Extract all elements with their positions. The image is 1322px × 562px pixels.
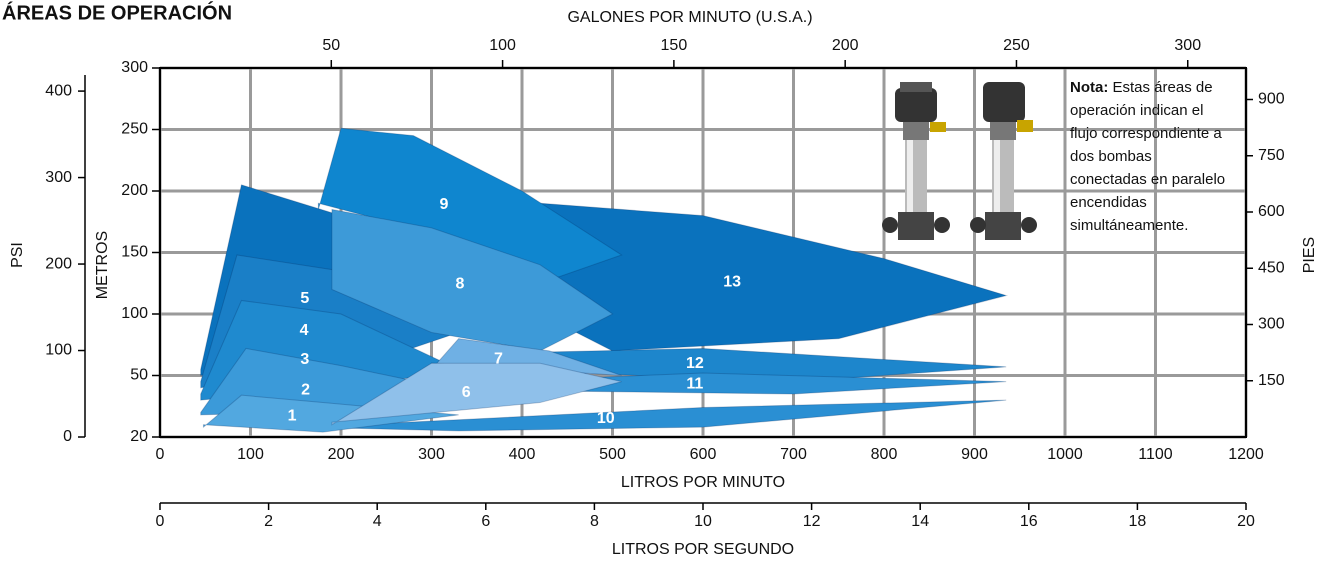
note-line: simultáneamente. [1070,217,1188,234]
psi-tick-label: 200 [45,255,72,272]
x-tick-label: 300 [418,446,445,463]
x-tick-label: 400 [509,446,536,463]
x-tick-label: 1000 [1047,446,1083,463]
note-line: dos bombas [1070,148,1152,165]
note-line: flujo correspondiente a [1070,125,1222,142]
operation-area [331,362,622,426]
top-tick-label: 300 [1174,37,1201,54]
operation-area [331,208,614,352]
psi-tick-label: 0 [63,428,72,445]
psi-tick-label: 400 [45,82,72,99]
area-label: 1 [288,407,297,424]
area-label: 13 [723,274,741,291]
x-tick-label: 500 [599,446,626,463]
area-label: 8 [455,275,464,292]
note-line: encendidas [1070,194,1147,211]
psi-tick-label: 300 [45,169,72,186]
y-tick-label: 100 [121,305,148,322]
area-label: 3 [300,351,309,368]
area-label: 4 [300,322,309,339]
feet-tick-label: 150 [1258,372,1285,389]
lps-tick-label: 10 [694,513,712,530]
top-tick-label: 100 [489,37,516,54]
top-tick-label: 50 [322,37,340,54]
x-tick-label: 800 [871,446,898,463]
top-axis-title: GALONES POR MINUTO (U.S.A.) [567,9,812,26]
y-tick-label: 50 [130,367,148,384]
feet-tick-label: 750 [1258,147,1285,164]
note-title: Nota: [1070,79,1108,96]
feet-tick-label: 900 [1258,91,1285,108]
x-tick-label: 1100 [1138,446,1173,463]
lps-tick-label: 20 [1237,513,1255,530]
feet-axis-title: PIES [1301,237,1318,273]
y-tick-label: 200 [121,182,148,199]
top-tick-label: 150 [661,37,688,54]
x-tick-label: 100 [237,446,264,463]
area-label: 5 [300,290,309,307]
lps-tick-label: 16 [1020,513,1038,530]
y-tick-label: 20 [130,428,148,445]
top-tick-label: 200 [832,37,859,54]
lps-tick-label: 6 [481,513,490,530]
note-text: Estas áreas de [1113,79,1213,96]
lps-tick-label: 18 [1129,513,1147,530]
area-label: 7 [494,351,503,368]
lps-tick-label: 8 [590,513,599,530]
operation-area [304,399,1007,432]
y-axis-title: METROS [94,231,111,299]
lps-axis-title: LITROS POR SEGUNDO [612,541,794,558]
chart-title: ÁREAS DE OPERACIÓN [2,0,232,24]
lps-tick-label: 4 [373,513,382,530]
area-label: 11 [686,375,703,392]
feet-tick-label: 450 [1258,259,1285,276]
x-axis-title: LITROS POR MINUTO [621,474,785,491]
area-label: 6 [462,384,471,401]
labels: 13 12 11 10 9 5 4 3 21 8 7 6 [288,196,741,427]
x-tick-label: 900 [961,446,988,463]
x-tick-label: 200 [328,446,355,463]
area-label: 9 [439,196,448,213]
y-tick-label: 250 [121,121,148,138]
y-tick-label: 150 [121,244,148,261]
x-tick-label: 600 [690,446,717,463]
feet-tick-label: 600 [1258,203,1285,220]
area-label: 2 [301,381,310,398]
psi-axis-title: PSI [9,242,26,268]
x-tick-label: 700 [780,446,807,463]
lps-tick-label: 12 [803,513,821,530]
x-tick-label: 0 [156,446,165,463]
feet-tick-label: 300 [1258,316,1285,333]
note-line: Nota: Estas áreas de [1070,79,1213,96]
pump-images [882,82,1037,240]
top-tick-label: 250 [1003,37,1030,54]
area-label: 12 [686,355,704,372]
y-tick-label: 300 [121,59,148,76]
operation-area [202,394,459,433]
area-label: 10 [597,410,615,427]
lps-tick-label: 2 [264,513,273,530]
note-line: conectadas en paralelo [1070,171,1225,188]
x-tick-label: 1200 [1228,446,1264,463]
lps-tick-label: 0 [156,513,165,530]
lps-tick-label: 14 [911,513,929,530]
note-line: operación indican el [1070,102,1203,119]
psi-tick-label: 100 [45,342,72,359]
regions [200,127,1009,433]
